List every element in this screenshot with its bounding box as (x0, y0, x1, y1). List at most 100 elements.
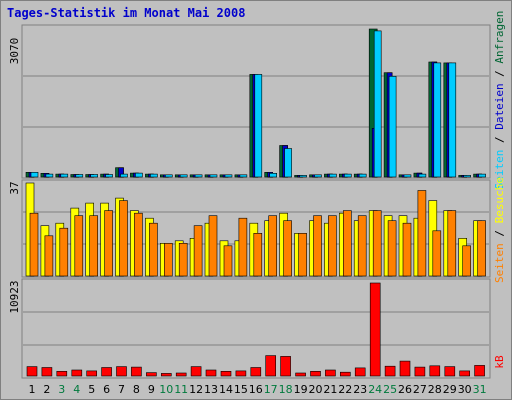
visits-panel: 37 Seiten / Besuche (8, 177, 506, 283)
requests-panel-bar-seiten-day11 (179, 174, 188, 178)
visits-panel-bar-seiten-day10 (164, 243, 173, 277)
requests-bars (25, 28, 486, 178)
visits-panel-bar-seiten-day12 (193, 225, 203, 277)
requests-panel-bar-seiten-day18 (284, 148, 292, 178)
day-label: 2 (43, 383, 50, 396)
requests-panel-bar-seiten-day5 (90, 174, 98, 178)
legend-anfragen: Anfragen (493, 11, 506, 64)
visits-panel-bar-seiten-day27 (417, 190, 427, 277)
kbytes-panel-bar-kb-day21 (325, 369, 336, 377)
requests-panel-bar-seiten-day17 (269, 173, 278, 178)
day-label: 17 (264, 383, 278, 396)
visits-panel-bar-seiten-day25 (387, 220, 397, 277)
visits-panel-bar-seiten-day29 (447, 210, 457, 277)
requests-panel-bar-seiten-day2 (45, 173, 54, 178)
visits-panel-bar-seiten-day21 (328, 215, 337, 277)
requests-panel-bar-seiten-day3 (60, 173, 69, 178)
requests-panel: 3070 Seiten / Dateien / Anfragen (8, 11, 506, 190)
kbytes-panel-bar-kb-day13 (205, 369, 217, 377)
visits-ymax-label: 37 (8, 181, 21, 194)
day-label: 5 (88, 383, 95, 396)
kbytes-panel-bar-kb-day4 (71, 369, 83, 377)
visits-panel-bar-seiten-day8 (134, 212, 143, 277)
requests-panel-bar-seiten-day30 (463, 175, 472, 178)
kbytes-panel-bar-kb-day2 (41, 367, 53, 377)
requests-panel-bar-seiten-day28 (433, 62, 442, 178)
chart-title: Tages-Statistik im Monat Mai 2008 (7, 6, 246, 20)
kbytes-panel-bar-kb-day7 (116, 366, 127, 377)
day-label: 18 (279, 383, 293, 396)
kbytes-panel-bar-kb-day19 (295, 372, 306, 377)
kbytes-panel-bar-kb-day8 (131, 366, 142, 377)
kbytes-plot-area (21, 278, 491, 379)
day-label: 6 (103, 383, 110, 396)
kbytes-panel-bar-kb-day25 (384, 365, 396, 377)
day-label: 19 (294, 383, 308, 396)
day-label: 7 (118, 383, 125, 396)
visits-bars (25, 182, 486, 277)
requests-panel-bar-seiten-day16 (254, 74, 263, 178)
kbytes-panel-bar-kb-day31 (474, 365, 485, 377)
requests-panel-bar-seiten-day14 (224, 174, 233, 178)
kbytes-bars (26, 282, 485, 377)
visits-legend: Seiten / Besuche (493, 177, 506, 283)
requests-panel-bar-seiten-day13 (209, 174, 218, 178)
requests-panel-bar-seiten-day29 (448, 62, 457, 178)
requests-panel-bar-seiten-day9 (150, 173, 158, 178)
day-axis-labels: 1 2 3 4 5 6 7 8 9 10 11 12 13 14 15 16 17 18 19 20 21 22 23 24 2… (29, 383, 487, 396)
requests-panel-bar-seiten-day23 (358, 173, 367, 178)
visits-panel-bar-seiten-day23 (357, 215, 367, 277)
requests-panel-bar-seiten-day4 (75, 174, 84, 178)
requests-panel-bar-seiten-day31 (478, 173, 486, 178)
visits-panel-bar-seiten-day2 (44, 235, 54, 277)
kbytes-panel-bar-kb-day15 (235, 370, 247, 377)
legend-besuche: Besuche (493, 177, 506, 223)
visits-panel-bar-seiten-day7 (119, 200, 128, 277)
day-label: 13 (204, 383, 218, 396)
day-label: 27 (413, 383, 427, 396)
kbytes-panel-bar-kb-day24 (369, 282, 381, 377)
requests-panel-bar-seiten-day22 (343, 173, 352, 178)
kbytes-panel-bar-kb-day1 (26, 366, 38, 377)
visits-panel-bar-seiten-day19 (298, 233, 307, 277)
visits-panel-bar-seiten-day20 (313, 215, 322, 277)
day-label: 26 (398, 383, 412, 396)
legend-kb: kB (493, 355, 506, 369)
visits-panel-bar-seiten-day28 (432, 230, 442, 277)
requests-panel-bar-seiten-day25 (388, 76, 397, 178)
visits-panel-bar-seiten-day5 (89, 215, 98, 277)
kbytes-panel-bar-kb-day23 (354, 367, 366, 377)
requests-panel-bar-seiten-day20 (314, 174, 322, 178)
day-label: 16 (249, 383, 263, 396)
day-label: 21 (323, 383, 337, 396)
requests-panel-bar-seiten-day12 (194, 174, 203, 178)
visits-panel-bar-seiten-day1 (29, 212, 39, 277)
kbytes-panel: 10923 kB (8, 278, 506, 379)
visits-panel-bar-seiten-day3 (59, 227, 69, 277)
requests-ymax-label: 3070 (8, 38, 21, 65)
kbytes-panel-bar-kb-day29 (444, 366, 456, 377)
day-label: 24 (368, 383, 382, 396)
day-label: 28 (428, 383, 442, 396)
kbytes-panel-bar-kb-day16 (250, 367, 262, 377)
day-label: 20 (309, 383, 323, 396)
visits-panel-bar-seiten-day11 (178, 243, 188, 277)
visits-panel-bar-seiten-day6 (104, 210, 113, 277)
kbytes-panel-bar-kb-day30 (459, 370, 471, 377)
requests-panel-bar-seiten-day1 (30, 172, 39, 178)
kbytes-panel-bar-kb-day12 (190, 366, 202, 377)
kbytes-panel-bar-kb-day3 (56, 370, 68, 377)
day-label: 1 (29, 383, 36, 396)
requests-panel-bar-seiten-day15 (239, 174, 248, 178)
day-label: 4 (73, 383, 80, 396)
day-label: 3 (58, 383, 65, 396)
requests-panel-bar-seiten-day19 (299, 175, 307, 178)
visits-panel-bar-seiten-day26 (402, 222, 412, 277)
day-label: 22 (338, 383, 352, 396)
kbytes-legend: kB (493, 355, 506, 369)
requests-legend: Seiten / Dateien / Anfragen (493, 11, 506, 190)
kbytes-panel-bar-kb-day11 (175, 372, 187, 377)
visits-panel-bar-seiten-day14 (223, 245, 233, 277)
kbytes-ymax-label: 10923 (8, 280, 21, 313)
day-label: 15 (234, 383, 248, 396)
